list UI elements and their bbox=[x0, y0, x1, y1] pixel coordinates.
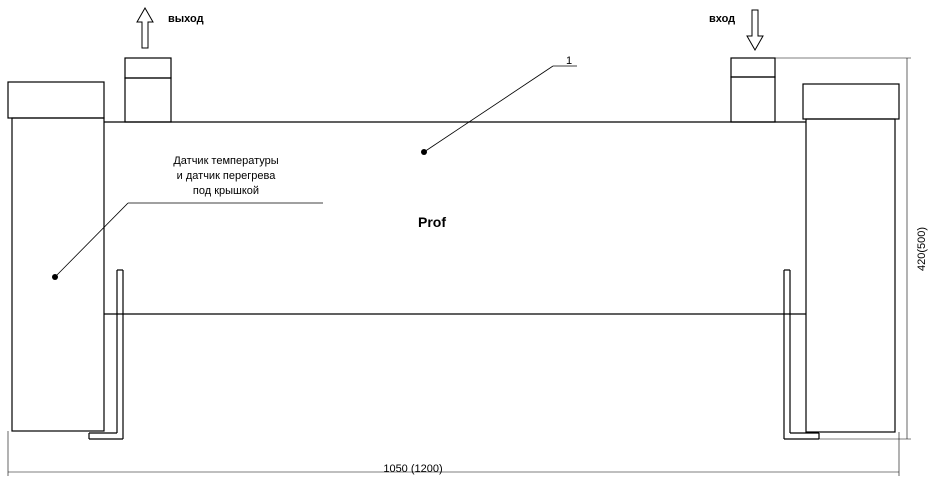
sensor-callout-leader bbox=[54, 202, 323, 278]
sensor-label-line3: под крышкой bbox=[193, 185, 259, 197]
model-label: Prof bbox=[418, 214, 446, 230]
outlet-nozzle-cap bbox=[124, 57, 172, 79]
callout-1-leader bbox=[423, 65, 577, 153]
sensor-label-line2: и датчик перегрева bbox=[177, 170, 277, 182]
inlet-label: вход bbox=[709, 13, 735, 25]
arrow-up-icon bbox=[136, 6, 154, 49]
inlet-nozzle-body bbox=[730, 76, 776, 123]
callout-1-number: 1 bbox=[566, 55, 572, 67]
width-dimension-label: 1050 (1200) bbox=[383, 463, 442, 475]
height-dimension bbox=[775, 57, 911, 440]
right-end-cap-body bbox=[805, 118, 896, 433]
arrow-down-icon bbox=[746, 9, 764, 52]
inlet-nozzle-cap bbox=[730, 57, 776, 78]
outlet-label: выход bbox=[168, 13, 204, 25]
height-dimension-label: 420(500) bbox=[916, 227, 928, 271]
left-end-cap-top bbox=[7, 81, 105, 119]
callout-1-dot bbox=[421, 149, 427, 155]
left-end-cap-body bbox=[11, 117, 105, 432]
sensor-callout-dot bbox=[52, 274, 58, 280]
right-support-bracket bbox=[783, 269, 820, 440]
sensor-label-line1: Датчик температуры bbox=[173, 155, 278, 167]
outlet-nozzle-body bbox=[124, 77, 172, 123]
right-end-cap-top bbox=[802, 83, 900, 120]
left-support-bracket bbox=[88, 269, 124, 440]
width-dimension bbox=[7, 431, 900, 476]
